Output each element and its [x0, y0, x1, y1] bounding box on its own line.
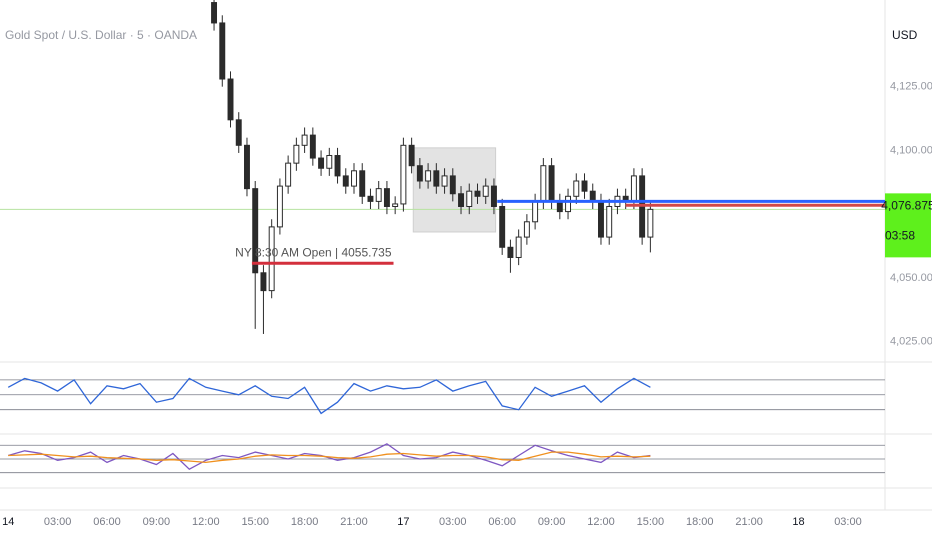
candle-body: [482, 185, 489, 197]
x-tick-label: 09:00: [538, 516, 566, 528]
candle-body: [392, 203, 399, 207]
candle-body: [375, 188, 382, 202]
candle-body: [301, 134, 308, 146]
x-tick-label: 21:00: [340, 516, 368, 528]
candle-body: [260, 272, 267, 292]
candle-body: [342, 175, 349, 187]
candle-body: [244, 144, 250, 190]
last-price-box: [885, 193, 931, 258]
candle-body: [589, 190, 596, 202]
candle-body: [630, 175, 637, 202]
candle-body: [408, 144, 415, 167]
candle-body: [334, 155, 341, 177]
candle-body: [276, 185, 283, 228]
last-price-label: 4,076.875: [881, 199, 932, 213]
x-tick-label: 17: [397, 516, 409, 528]
indicator-line: [8, 451, 651, 464]
level-label: NY 8:30 AM Open | 4055.735: [235, 245, 392, 259]
candle-body: [466, 190, 473, 207]
indicator-line: [7, 377, 651, 415]
candle-body: [351, 170, 357, 187]
candle-body: [285, 162, 292, 187]
x-tick-label: 21:00: [735, 516, 763, 528]
x-tick-label: 18:00: [686, 516, 714, 528]
candle-body: [293, 144, 300, 164]
chart-title: Gold Spot / U.S. Dollar · 5 · OANDA: [5, 28, 197, 42]
x-tick-label: 09:00: [143, 516, 171, 528]
candle-body: [565, 195, 572, 213]
x-tick-label: 14: [2, 516, 14, 528]
candle-body: [581, 180, 588, 192]
candle-body: [507, 246, 514, 258]
candle-body: [458, 193, 464, 207]
candle-body: [235, 119, 242, 146]
x-tick-label: 18: [792, 516, 804, 528]
candle-body: [383, 188, 390, 207]
candle-body: [326, 155, 333, 169]
y-tick-label: 4,025.000: [890, 336, 932, 348]
x-tick-label: 12:00: [192, 516, 220, 528]
candle-body: [252, 188, 259, 274]
indicator-line: [8, 443, 651, 470]
candle-body: [474, 190, 481, 197]
candle-body: [318, 157, 325, 169]
candle-body: [606, 205, 613, 238]
x-tick-label: 15:00: [637, 516, 665, 528]
candle-body: [425, 170, 432, 182]
candle-body: [490, 185, 497, 207]
x-tick-label: 18:00: [291, 516, 319, 528]
countdown: 03:58: [885, 229, 915, 243]
candle-body: [548, 165, 555, 202]
candle-body: [219, 22, 226, 80]
y-tick-label: 4,100.000: [890, 144, 932, 156]
candle-body: [532, 200, 539, 223]
candle-body: [573, 180, 580, 197]
candle-body: [359, 170, 366, 197]
x-tick-label: 12:00: [587, 516, 615, 528]
candle-body: [540, 165, 547, 202]
candle-body: [268, 226, 275, 292]
candle-body: [309, 134, 316, 159]
candle-body: [441, 175, 448, 187]
candle-body: [523, 221, 530, 238]
candle-body: [211, 2, 218, 24]
currency: USD: [892, 28, 918, 42]
candle-body: [598, 200, 604, 238]
y-tick-label: 4,050.000: [890, 272, 932, 284]
candle-body: [449, 175, 456, 195]
y-tick-label: 4,125.000: [890, 81, 932, 93]
x-tick-label: 06:00: [93, 516, 121, 528]
candle-body: [556, 200, 563, 213]
x-tick-label: 06:00: [488, 516, 516, 528]
candle-body: [227, 78, 234, 121]
x-tick-label: 03:00: [834, 516, 862, 528]
candle-body: [647, 208, 654, 238]
x-tick-label: 03:00: [44, 516, 72, 528]
candle-body: [400, 144, 407, 205]
candle-body: [416, 165, 423, 182]
candle-body: [367, 195, 374, 202]
x-tick-label: 03:00: [439, 516, 467, 528]
x-tick-label: 15:00: [241, 516, 269, 528]
candle-body: [433, 170, 440, 187]
candle-body: [499, 205, 506, 248]
candle-body: [515, 236, 522, 258]
